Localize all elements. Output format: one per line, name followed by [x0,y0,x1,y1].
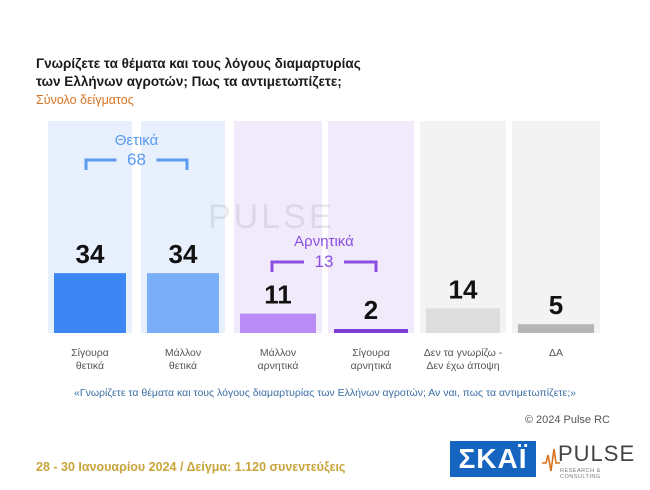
category-label: Δεν τα γνωρίζω - [424,347,503,359]
bar [426,308,500,333]
category-label: θετικά [169,360,197,372]
question-text: «Γνωρίζετε τα θέματα και τους λόγους δια… [73,387,576,399]
category-label: Μάλλον [260,347,296,359]
category-label: αρνητικά [258,360,299,372]
group-total: 13 [315,252,334,271]
bar-value-label: 5 [549,290,563,320]
category-label: θετικά [76,360,104,372]
category-label: Σίγουρα [352,347,390,359]
bar-value-label: 2 [364,295,378,325]
bar [518,324,594,333]
bar-chart: 34Σίγουραθετικά34Μάλλονθετικά11Μάλλοναρν… [48,121,600,372]
group-total: 68 [127,150,146,169]
group-bracket-right [156,158,189,170]
group-label: Θετικά [115,132,159,149]
group-bracket-right [344,260,378,272]
bar [334,329,408,333]
pulse-logo: PULSE RESEARCH & CONSULTING [542,441,642,481]
bar-value-label: 34 [76,239,105,269]
title-line-1: Γνωρίζετε τα θέματα και τους λόγους διαμ… [36,56,361,71]
category-label: Δεν έχω άποψη [426,360,499,372]
group-bracket-left [84,158,117,170]
column-background [512,121,600,333]
pulse-watermark: PULSE [208,198,335,236]
bar-value-label: 34 [169,239,198,269]
group-label: Αρνητικά [294,233,354,250]
skai-logo: ΣΚΑΪ [450,441,536,477]
chart-title: Γνωρίζετε τα θέματα και τους λόγους διαμ… [36,55,396,91]
column-background [328,121,414,333]
survey-dates: 28 - 30 Ιανουαρίου 2024 / Δείγμα: 1.120 … [36,460,346,474]
category-label: ΔΑ [549,347,563,359]
pulse-wave-icon [542,448,560,472]
chart-subtitle: Σύνολο δείγματος [36,93,134,107]
copyright-text: © 2024 Pulse RC [524,414,610,426]
column-background [420,121,506,333]
category-label: αρνητικά [351,360,392,372]
bar [240,313,316,333]
title-line-2: των Ελλήνων αγροτών; Πως τα αντιμετωπίζε… [36,74,342,89]
bar-value-label: 11 [264,280,292,310]
column-background [234,121,322,333]
pulse-logo-subtext: RESEARCH & CONSULTING [560,468,601,480]
group-bracket-left [270,260,304,272]
bar [147,273,219,333]
category-label: Μάλλον [165,347,201,359]
category-label: Σίγουρα [71,347,109,359]
pulse-logo-text: PULSE [558,441,636,466]
bar [54,273,126,333]
bar-value-label: 14 [449,274,478,304]
